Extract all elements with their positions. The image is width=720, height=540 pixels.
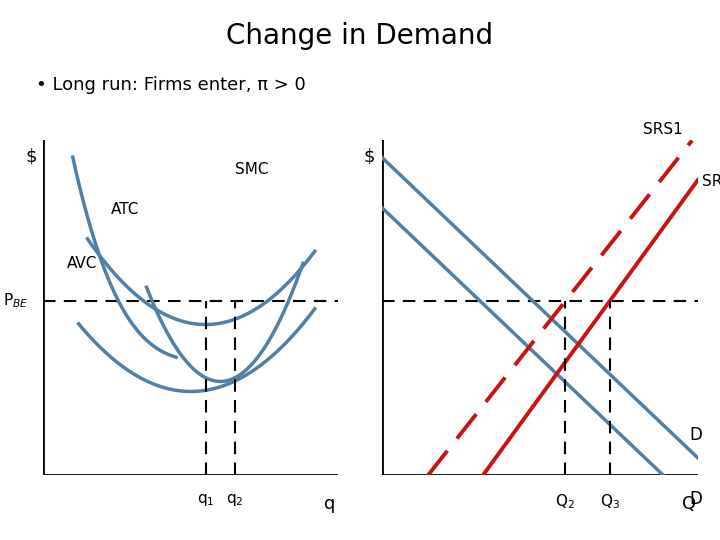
Text: P$_{BE}$: P$_{BE}$ <box>3 292 29 310</box>
Text: q$_1$: q$_1$ <box>197 492 215 508</box>
Text: AVC: AVC <box>67 255 97 271</box>
Text: SMC: SMC <box>235 162 269 177</box>
Text: $: $ <box>26 147 37 165</box>
Text: q$_2$: q$_2$ <box>226 492 244 508</box>
Text: SRS1: SRS1 <box>643 122 683 137</box>
Text: SRS2: SRS2 <box>701 174 720 189</box>
Text: Q$_2$: Q$_2$ <box>555 492 575 511</box>
Text: Q$_3$: Q$_3$ <box>600 492 620 511</box>
Text: ATC: ATC <box>111 202 140 217</box>
Text: D: D <box>689 426 702 444</box>
Text: $: $ <box>363 147 374 165</box>
Text: q: q <box>324 495 336 514</box>
Text: • Long run: Firms enter, π > 0: • Long run: Firms enter, π > 0 <box>36 76 306 93</box>
Text: Change in Demand: Change in Demand <box>226 22 494 50</box>
Text: Q: Q <box>682 495 696 514</box>
Text: D: D <box>689 490 702 508</box>
